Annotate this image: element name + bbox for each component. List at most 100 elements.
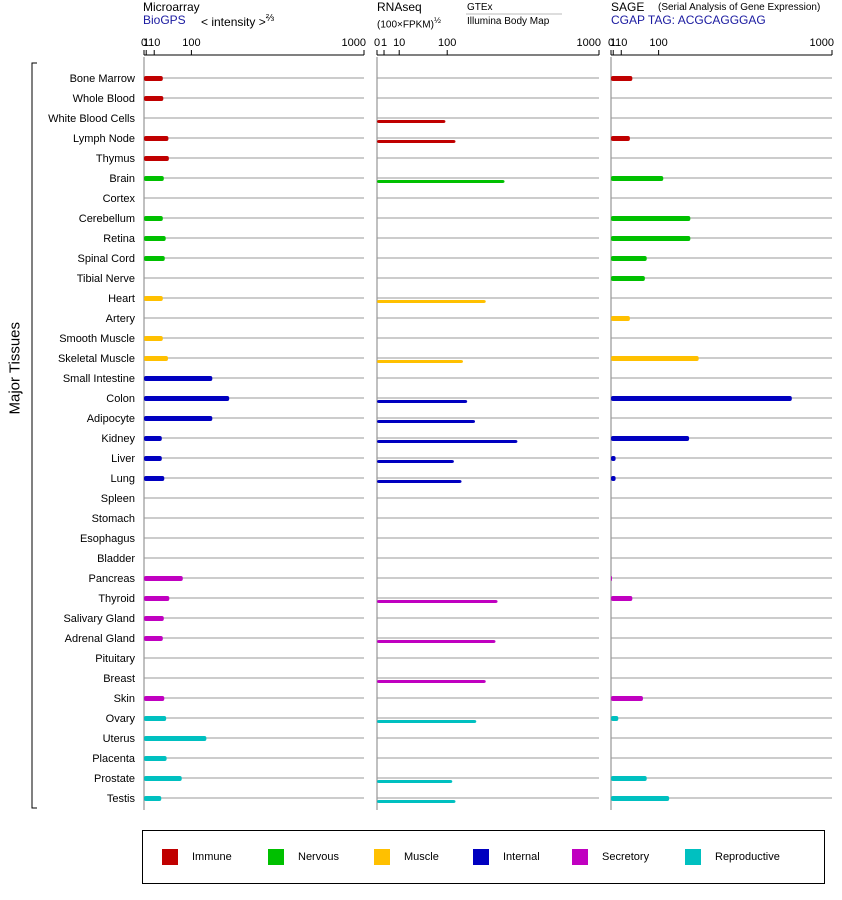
bar-microarray-prostate [144, 776, 182, 781]
bar-rnaseq-illumina-body-map-heart [377, 300, 486, 303]
category-label-placenta: Placenta [92, 753, 136, 765]
bar-microarray-kidney [144, 436, 162, 441]
bar-sage-prostate [611, 776, 647, 781]
category-label-breast: Breast [103, 673, 135, 685]
bar-sage-cerebellum [611, 216, 691, 221]
category-label-thymus: Thymus [96, 153, 136, 165]
category-label-whole-blood: Whole Blood [73, 93, 135, 105]
bar-microarray-thyroid [144, 596, 170, 601]
legend-swatch-reproductive [685, 849, 701, 865]
rnaseq-tick-label-10: 10 [393, 37, 405, 49]
bar-rnaseq-illumina-body-map-adrenal-gland [377, 640, 496, 643]
legend-item-muscle: Muscle [374, 849, 439, 865]
bar-microarray-spinal-cord [144, 256, 165, 261]
legend-swatch-nervous [268, 849, 284, 865]
category-label-skin: Skin [114, 693, 135, 705]
category-label-brain: Brain [109, 173, 135, 185]
rnaseq-scale-label: (100×FPKM)½ [377, 15, 441, 31]
category-label-lung: Lung [111, 473, 135, 485]
bar-microarray-placenta [144, 756, 167, 761]
sage-tick-label-100: 100 [649, 37, 667, 49]
bar-microarray-skin [144, 696, 165, 701]
legend-label-internal: Internal [503, 851, 540, 863]
bar-sage-skin [611, 696, 643, 701]
bar-microarray-thymus [144, 156, 169, 161]
category-label-pancreas: Pancreas [89, 573, 136, 585]
category-label-skeletal-muscle: Skeletal Muscle [58, 353, 135, 365]
bar-sage-artery [611, 316, 630, 321]
bar-sage-testis [611, 796, 670, 801]
rnaseq-tick-label-1000: 1000 [577, 37, 601, 49]
sage-tick-label-10: 10 [615, 37, 627, 49]
bar-sage-pancreas [611, 576, 612, 581]
sage-subtitle: (Serial Analysis of Gene Expression) [658, 2, 821, 13]
category-label-ovary: Ovary [106, 713, 136, 725]
category-label-artery: Artery [106, 313, 136, 325]
bar-rnaseq-illumina-body-map-breast [377, 680, 486, 683]
sage-tick-label-0: 0 [608, 37, 614, 49]
legend-swatch-internal [473, 849, 489, 865]
bar-sage-spinal-cord [611, 256, 647, 261]
bar-rnaseq-illumina-body-map-colon [377, 400, 468, 403]
legend-label-immune: Immune [192, 851, 232, 863]
bar-microarray-bone-marrow [144, 76, 163, 81]
microarray-tick-label-100: 100 [182, 37, 200, 49]
category-label-adrenal-gland: Adrenal Gland [65, 633, 135, 645]
bar-sage-ovary [611, 716, 619, 721]
bar-microarray-lymph-node [144, 136, 169, 141]
bar-sage-thyroid [611, 596, 633, 601]
category-label-kidney: Kidney [101, 433, 135, 445]
legend-swatch-secretory [572, 849, 588, 865]
bar-microarray-skeletal-muscle [144, 356, 168, 361]
category-label-pituitary: Pituitary [95, 653, 135, 665]
bar-microarray-ovary [144, 716, 167, 721]
rnaseq-title: RNAseq [377, 0, 422, 14]
bar-sage-lymph-node [611, 136, 630, 141]
microarray-tick-label-1: 1 [143, 37, 149, 49]
biogps-source: BioGPS [143, 13, 186, 27]
bar-microarray-uterus [144, 736, 207, 741]
category-label-retina: Retina [103, 233, 136, 245]
category-label-adipocyte: Adipocyte [87, 413, 135, 425]
sage-title: SAGE [611, 0, 645, 14]
bar-sage-liver [611, 456, 616, 461]
category-label-esophagus: Esophagus [80, 533, 136, 545]
sage-tick-label-1000: 1000 [810, 37, 834, 49]
bar-rnaseq-illumina-body-map-testis [377, 800, 456, 803]
microarray-tick-label-10: 10 [148, 37, 160, 49]
bar-rnaseq-illumina-body-map-adipocyte [377, 420, 476, 423]
bar-rnaseq-illumina-body-map-lung [377, 480, 462, 483]
bar-sage-bone-marrow [611, 76, 633, 81]
legend: Immune Nervous Muscle Internal Secretory… [142, 830, 825, 884]
y-axis-bracket [31, 62, 37, 809]
category-label-salivary-gland: Salivary Gland [63, 613, 135, 625]
category-label-liver: Liver [111, 453, 135, 465]
bar-microarray-heart [144, 296, 163, 301]
bar-sage-brain [611, 176, 664, 181]
bar-sage-tibial-nerve [611, 276, 645, 281]
category-label-tibial-nerve: Tibial Nerve [77, 273, 135, 285]
legend-label-nervous: Nervous [298, 851, 339, 863]
cgap-tag-line: CGAP TAG: ACGCAGGGAG [611, 13, 766, 27]
category-label-testis: Testis [107, 793, 136, 805]
category-label-bladder: Bladder [97, 553, 135, 565]
category-label-colon: Colon [106, 393, 135, 405]
bar-microarray-salivary-gland [144, 616, 164, 621]
rnaseq-tick-label-0: 0 [374, 37, 380, 49]
bar-microarray-cerebellum [144, 216, 163, 221]
category-label-lymph-node: Lymph Node [73, 133, 135, 145]
bar-rnaseq-illumina-body-map-ovary [377, 720, 477, 723]
bar-rnaseq-illumina-body-map-lymph-node [377, 140, 456, 143]
category-label-stomach: Stomach [92, 513, 135, 525]
category-label-spinal-cord: Spinal Cord [78, 253, 135, 265]
category-label-spleen: Spleen [101, 493, 135, 505]
y-axis-title: Major Tissues [6, 321, 24, 415]
bar-sage-skeletal-muscle [611, 356, 699, 361]
category-label-bone-marrow: Bone Marrow [70, 73, 135, 85]
legend-item-secretory: Secretory [572, 849, 649, 865]
legend-swatch-immune [162, 849, 178, 865]
bar-rnaseq-illumina-body-map-prostate [377, 780, 453, 783]
rnaseq-tick-label-1: 1 [381, 37, 387, 49]
category-label-heart: Heart [108, 293, 135, 305]
